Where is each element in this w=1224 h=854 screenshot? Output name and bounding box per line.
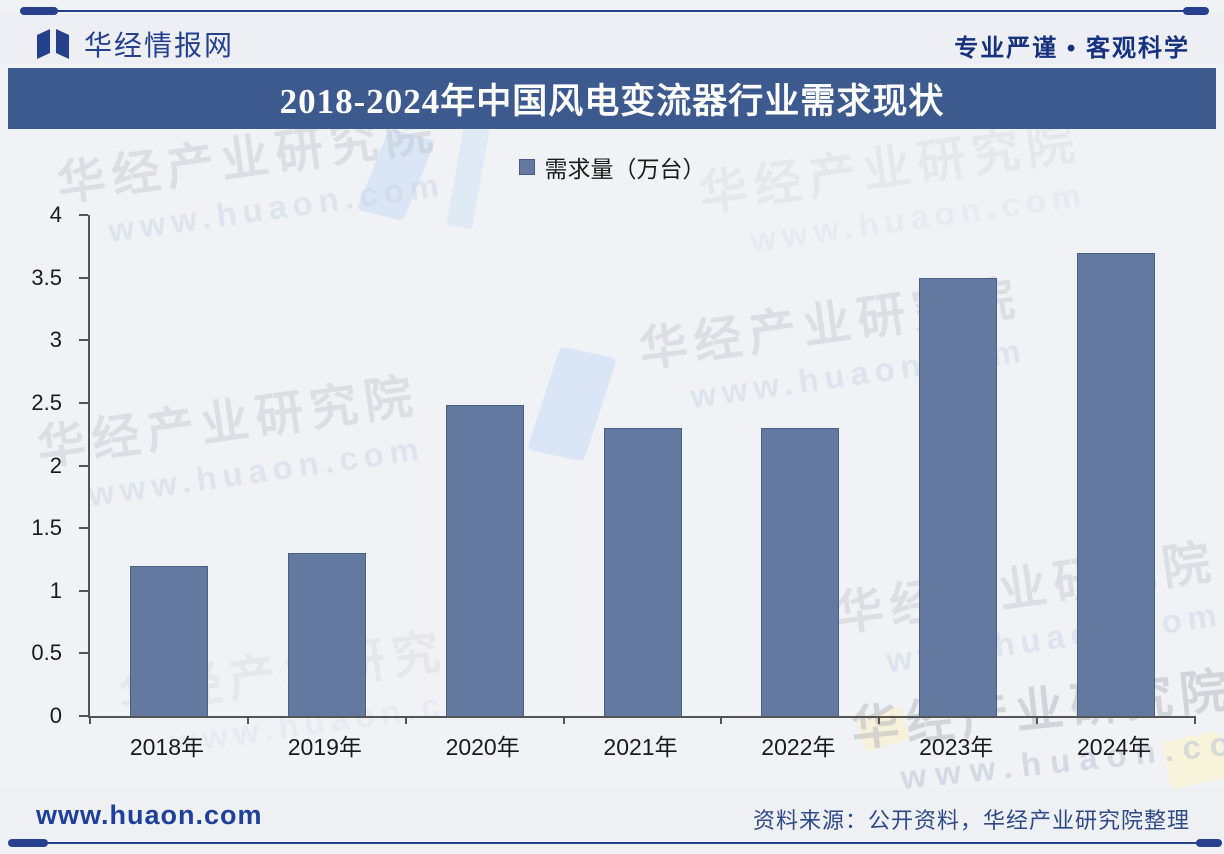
bar-slot	[1037, 215, 1195, 716]
y-axis-tick-label: 0	[49, 703, 62, 728]
y-axis-tick-mark	[79, 214, 88, 216]
x-axis-category-label: 2021年	[603, 734, 678, 760]
y-axis-tick-label: 4	[49, 202, 62, 227]
bar-2019年	[287, 553, 366, 716]
x-axis-tick-mark	[1036, 716, 1039, 724]
header-band: 华经情报网 专业严谨 • 客观科学	[0, 14, 1224, 64]
x-axis-tick-mark	[246, 716, 249, 724]
footer-source-note: 资料来源：公开资料，华经产业研究院整理	[752, 808, 1190, 833]
y-axis: 0 0.5 1 1.5 2 2.5 3 3.5 4	[0, 204, 76, 727]
y-axis-tick-mark	[79, 652, 88, 655]
x-axis-category-label: 2020年	[445, 734, 520, 760]
y-axis-tick-label: 3	[49, 327, 62, 353]
header-slogan: 专业严谨 • 客观科学	[954, 35, 1190, 62]
x-axis-category-label: 2019年	[287, 734, 362, 760]
x-axis-tick-mark	[404, 716, 407, 724]
footer-band: www.huaon.com 资料来源：公开资料，华经产业研究院整理	[0, 790, 1224, 840]
bar-slot	[406, 215, 564, 716]
bar-2022年	[761, 427, 840, 716]
x-axis-tick-mark	[89, 716, 91, 724]
open-book-logo-icon	[37, 29, 69, 59]
plot-area	[79, 214, 1196, 724]
y-axis-tick-mark	[79, 464, 88, 467]
bar-2020年	[445, 405, 524, 716]
y-axis-tick-label: 1	[49, 577, 62, 603]
bar-2024年	[1077, 252, 1156, 716]
brand-name: 华经情报网	[84, 30, 235, 61]
top-rule-right-cap	[1183, 7, 1209, 15]
y-axis-tick-mark	[79, 339, 88, 342]
x-axis-tick-mark	[1194, 716, 1196, 724]
x-axis-labels: 2018年 2019年 2020年 2021年 2022年 2023年 2024年	[88, 728, 1193, 762]
x-axis-category-label: 2024年	[1077, 734, 1152, 760]
legend-label: 需求量（万台）	[544, 156, 706, 182]
title-bar: 2018-2024年中国风电变流器行业需求现状	[8, 68, 1216, 129]
x-axis-tick-mark	[720, 716, 723, 724]
y-axis-tick-mark	[79, 715, 88, 717]
bar-2023年	[919, 277, 998, 716]
chart-legend: 需求量（万台）	[0, 150, 1224, 184]
bottom-rule-right-cap	[1196, 839, 1222, 847]
x-axis-category-label: 2022年	[761, 734, 836, 760]
bottom-rule-line	[12, 842, 1208, 844]
bar-2021年	[603, 427, 682, 716]
legend-square-swatch-icon	[518, 159, 535, 175]
brand: 华经情报网	[34, 24, 234, 64]
x-axis-category-label: 2023年	[919, 734, 994, 760]
bar-slot	[879, 215, 1037, 716]
bar-slot	[90, 215, 248, 716]
x-axis-tick-mark	[562, 716, 565, 724]
y-axis-tick-label: 1.5	[31, 515, 62, 541]
bars-container	[90, 215, 1195, 716]
bar-slot	[564, 215, 722, 716]
y-axis-tick-label: 0.5	[31, 640, 62, 666]
x-axis-tick-mark	[878, 716, 881, 724]
y-axis-tick-mark	[79, 527, 88, 530]
chart-title: 2018-2024年中国风电变流器行业需求现状	[279, 82, 945, 121]
y-axis-tick-label: 3.5	[31, 264, 62, 290]
y-axis-tick-mark	[79, 401, 88, 404]
footer-website: www.huaon.com	[36, 800, 263, 830]
y-axis-tick-label: 2	[49, 452, 62, 478]
y-axis-tick-mark	[79, 589, 88, 592]
top-rule-line	[24, 10, 1204, 12]
y-axis-tick-label: 2.5	[31, 389, 62, 415]
bar-2018年	[129, 565, 208, 716]
bar-slot	[248, 215, 406, 716]
x-axis-category-label: 2018年	[129, 734, 205, 760]
y-axis-tick-mark	[79, 276, 88, 279]
bar-slot	[721, 215, 879, 716]
